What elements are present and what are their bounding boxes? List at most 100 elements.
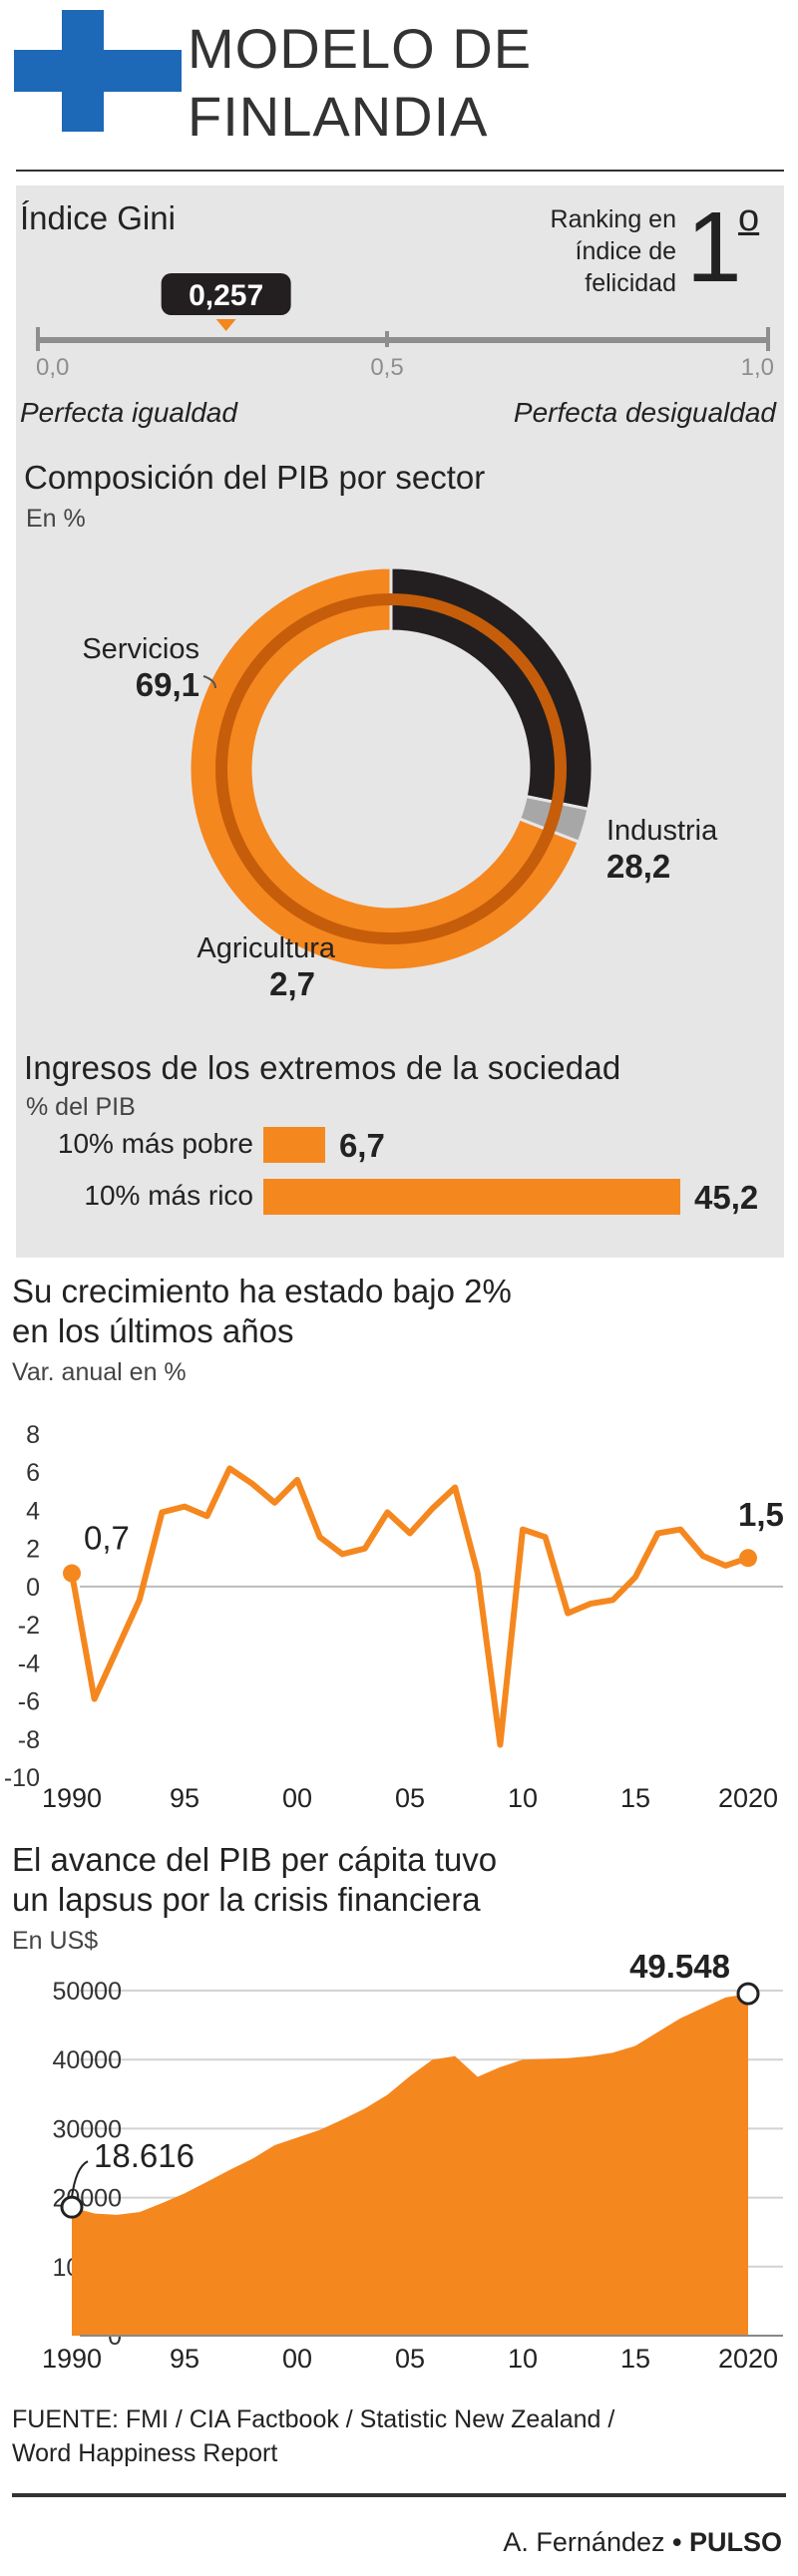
- percapita-unit: En US$: [12, 1927, 99, 1955]
- growth-ytick-0: 0: [26, 1574, 40, 1602]
- donut-value-servicios: 69,1: [136, 666, 200, 703]
- ranking-suffix: o: [738, 197, 760, 239]
- ingresos-category-1: 10% más rico: [84, 1180, 253, 1211]
- growth-xtick-00: 00: [282, 1783, 312, 1813]
- gini-value-box: [161, 273, 291, 315]
- gini-tick-right: [766, 327, 770, 351]
- footer-source-line1: FUENTE: FMI / CIA Factbook / Statistic N…: [12, 2405, 615, 2433]
- footer-author: A. Fernández: [503, 2527, 665, 2557]
- growth-ytick--4: -4: [18, 1650, 40, 1677]
- gdp-xtick-10: 10: [508, 2344, 538, 2374]
- ranking-label: Ranking en índice de felicidad: [551, 203, 676, 299]
- gini-tick-label-1: 0,5: [370, 354, 403, 379]
- gdp-area: [72, 1994, 748, 2336]
- finland-flag-icon: [14, 10, 182, 132]
- gini-left-label: Perfecta igualdad: [20, 397, 237, 428]
- gini-tick-label-2: 1,0: [741, 354, 774, 379]
- donut-label-agricultura: Agricultura: [197, 932, 335, 964]
- flag-cross-vertical: [62, 10, 104, 132]
- gini-scale: 0,257 0,0 0,5 1,0: [36, 273, 774, 379]
- footer-bullet: •: [672, 2527, 682, 2557]
- gdp-annotation-2020: 49.548: [629, 1955, 730, 1985]
- gini-right-label: Perfecta desigualdad: [513, 397, 776, 428]
- servicios-leader-line: [202, 675, 216, 689]
- gini-title: Índice Gini: [20, 199, 176, 236]
- gdp-ytick-40000: 40000: [52, 2046, 122, 2074]
- gdp-xtick-95: 95: [170, 2344, 200, 2374]
- growth-ytick-8: 8: [26, 1421, 40, 1449]
- pib-sector-unit: En %: [26, 505, 86, 533]
- donut-value-industria: 28,2: [606, 848, 670, 885]
- donut-slice-industria: [389, 565, 595, 812]
- ingresos-title: Ingresos de los extremos de la sociedad: [24, 1049, 621, 1086]
- footer-source-line2: Word Happiness Report: [12, 2439, 278, 2467]
- donut-inner-ring: [215, 593, 567, 944]
- growth-xtick-15: 15: [620, 1783, 650, 1813]
- footer-credit: A. Fernández • PULSO: [503, 2527, 782, 2558]
- donut-label-industria: Industria: [606, 815, 718, 847]
- gini-value-badge: 0,257: [161, 273, 291, 331]
- gdp-leader-1990: [71, 2160, 89, 2198]
- growth-ytick--6: -6: [18, 1688, 40, 1716]
- donut-label-servicios: Servicios: [82, 633, 200, 665]
- gdp-xtick-1990: 1990: [42, 2344, 102, 2374]
- gdp-annotation-1990: 18.616: [94, 2137, 195, 2174]
- ingresos-value-1: 45,2: [694, 1179, 758, 1216]
- ingresos-category-0: 10% más pobre: [58, 1128, 253, 1159]
- growth-xtick-10: 10: [508, 1783, 538, 1813]
- gdp-point-1990: [60, 2195, 84, 2219]
- ranking-value: 1: [686, 191, 742, 303]
- gdp-ytick-30000: 30000: [52, 2115, 122, 2143]
- gdp-xtick-15: 15: [620, 2344, 650, 2374]
- gdp-point-2020: [736, 1982, 760, 2006]
- header-divider: [16, 170, 784, 172]
- header-title-line2: FINLANDIA: [188, 85, 489, 148]
- ranking-label-line1: Ranking en: [550, 205, 676, 233]
- growth-ytick-2: 2: [26, 1536, 40, 1564]
- gini-axis-line: [36, 337, 770, 343]
- crecimiento-title-line2: en los últimos años: [12, 1312, 294, 1349]
- gini-tick-label-0: 0,0: [36, 354, 69, 379]
- gini-tick-mid: [385, 331, 389, 347]
- growth-series-line: [69, 1465, 749, 1748]
- crecimiento-unit: Var. anual en %: [12, 1358, 187, 1386]
- crecimiento-title-line1: Su crecimiento ha estado bajo 2%: [12, 1273, 512, 1309]
- gdp-ytick-50000: 50000: [52, 1978, 122, 2006]
- footer-divider: [12, 2493, 786, 2497]
- growth-annotation-2020: 1,5: [738, 1496, 784, 1533]
- ranking-label-line2: índice de: [575, 237, 676, 265]
- growth-ytick-4: 4: [26, 1497, 40, 1525]
- percapita-area-chart: 0100002000030000400005000019909500051015…: [42, 1955, 783, 2374]
- ingresos-bar-chart: 10% más pobre 10% más rico 6,7 45,2: [58, 1127, 758, 1216]
- growth-xtick-95: 95: [170, 1783, 200, 1813]
- growth-xtick-2020: 2020: [718, 1783, 778, 1813]
- percapita-title-line1: El avance del PIB per cápita tuvo: [12, 1841, 498, 1878]
- gini-pointer-icon: [215, 319, 236, 331]
- percapita-title-line2: un lapsus por la crisis financiera: [12, 1881, 481, 1918]
- growth-ytick--10: -10: [4, 1764, 40, 1792]
- donut-slice-servicios: [188, 565, 582, 972]
- footer-brand: PULSO: [688, 2527, 782, 2557]
- gini-value-label: 0,257: [189, 279, 263, 312]
- info-panel: [16, 185, 784, 1258]
- growth-annotation-1990: 0,7: [84, 1520, 130, 1557]
- donut-value-agricultura: 2,7: [269, 965, 315, 1002]
- gdp-xtick-2020: 2020: [718, 2344, 778, 2374]
- ingresos-bar-0: [263, 1127, 325, 1163]
- crecimiento-line-chart: -10 -8 -6 -4 -2 0 2 4 6 8 1990 95 00 05 10 15 2020 0,7 1,5: [4, 1421, 784, 1813]
- gini-tick-left: [36, 327, 40, 351]
- pib-sector-title: Composición del PIB por sector: [24, 459, 486, 496]
- growth-ytick-6: 6: [26, 1459, 40, 1487]
- growth-ytick--8: -8: [18, 1726, 40, 1754]
- ranking-label-line3: felicidad: [585, 269, 676, 297]
- ingresos-bar-1: [263, 1179, 680, 1215]
- ingresos-value-0: 6,7: [339, 1127, 385, 1164]
- growth-point-2020: [739, 1549, 757, 1568]
- gdp-xtick-00: 00: [282, 2344, 312, 2374]
- gdp-xtick-05: 05: [395, 2344, 425, 2374]
- pib-sector-donut-chart: Servicios 69,1 Industria 28,2 Agricultur…: [82, 565, 718, 1002]
- growth-xtick-05: 05: [395, 1783, 425, 1813]
- header-title-line1: MODELO DE: [188, 17, 533, 80]
- growth-point-1990: [63, 1564, 81, 1583]
- growth-ytick--2: -2: [18, 1612, 40, 1640]
